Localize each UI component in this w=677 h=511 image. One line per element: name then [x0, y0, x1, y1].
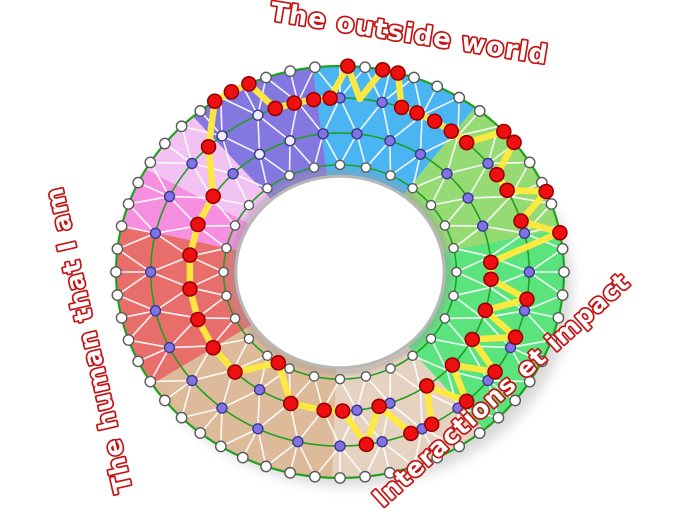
- label-outside-world: The outside world: [268, 0, 550, 71]
- wheel-rings-and-sectors: [110, 58, 572, 486]
